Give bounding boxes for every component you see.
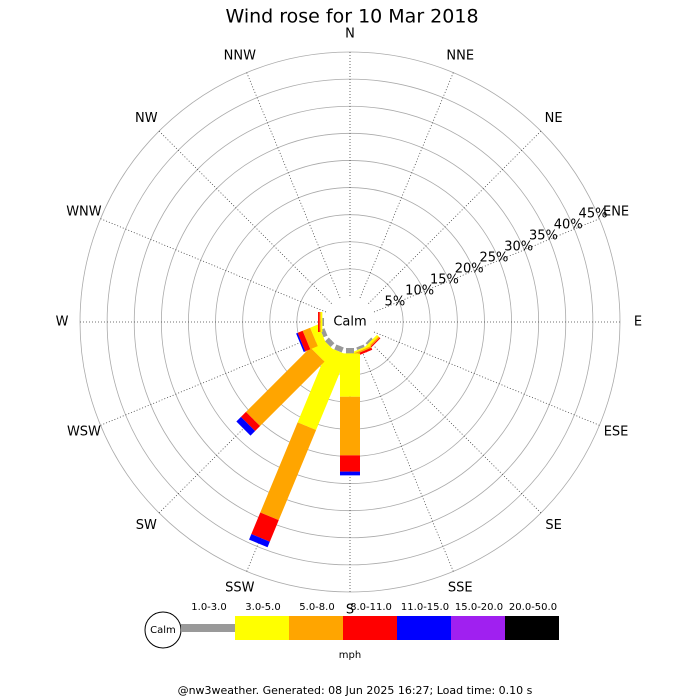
legend-swatch (289, 616, 343, 640)
spoke (373, 331, 600, 426)
bar-segment (365, 337, 373, 345)
bar-segment (356, 344, 365, 351)
direction-label: SSE (448, 581, 473, 596)
bar-segment (297, 347, 348, 430)
bar-segment (340, 353, 360, 397)
legend-label: 8.0-11.0 (350, 602, 392, 613)
bar-segment (251, 512, 279, 542)
bar-segment (310, 324, 326, 347)
r-tick-label: 35% (529, 228, 558, 243)
bar-segment (249, 534, 270, 548)
legend-label: 1.0-3.0 (191, 602, 226, 613)
legend-swatch (181, 624, 235, 632)
spoke (368, 340, 542, 514)
r-tick-label: 30% (504, 239, 533, 254)
legend-swatch (451, 616, 505, 640)
legend-swatch (235, 616, 289, 640)
bar-segment (352, 346, 372, 356)
direction-label: SE (545, 518, 561, 533)
bar-segment (245, 347, 325, 427)
legend-calm-label: Calm (150, 625, 176, 636)
legend-swatch (397, 616, 451, 640)
direction-label: S (346, 603, 354, 618)
direction-label: W (56, 315, 69, 330)
r-tick-label: 10% (405, 283, 434, 298)
legend-unit: mph (339, 650, 361, 661)
r-tick-label: 5% (385, 295, 406, 310)
legend-swatch (505, 616, 559, 640)
r-tick-label: 45% (579, 206, 608, 221)
direction-label: NW (135, 111, 158, 126)
direction-label: N (345, 27, 355, 42)
calm-label: Calm (333, 315, 366, 330)
chart-title: Wind rose for 10 Mar 2018 (225, 6, 478, 28)
direction-label: NNE (446, 48, 474, 63)
direction-label: SW (136, 518, 157, 533)
legend-label: 3.0-5.0 (245, 602, 280, 613)
r-tick-label: 15% (430, 272, 459, 287)
r-tick-label: 40% (554, 217, 583, 232)
bar-segment (319, 312, 321, 332)
bar-segment (320, 312, 323, 332)
legend-label: 20.0-50.0 (509, 602, 557, 613)
bar-segment (346, 348, 354, 354)
direction-label: E (634, 315, 642, 330)
spoke (158, 130, 332, 304)
spoke (246, 72, 341, 299)
legend-label: 5.0-8.0 (299, 602, 334, 613)
calm-circle (325, 297, 375, 347)
direction-label: NNW (224, 48, 256, 63)
r-tick-label: 25% (479, 250, 508, 265)
bar-segment (297, 330, 311, 352)
bar-segment (296, 332, 306, 352)
bar-segment (334, 344, 344, 353)
spoke (100, 218, 327, 313)
direction-label: ESE (604, 425, 629, 440)
direction-label: NE (545, 111, 563, 126)
legend-swatch (343, 616, 397, 640)
direction-label: SSW (225, 581, 255, 596)
bar-segment (322, 318, 324, 326)
footer: @nw3weather. Generated: 08 Jun 2025 16:2… (178, 684, 533, 697)
bar-segment (324, 337, 335, 348)
bar-segment (260, 422, 317, 521)
spoke (359, 72, 454, 299)
bar-segment (351, 344, 371, 354)
legend-label: 15.0-20.0 (455, 602, 503, 613)
direction-label: ENE (603, 204, 629, 219)
r-tick-label: 20% (455, 261, 484, 276)
spoke (359, 345, 454, 572)
direction-label: WNW (66, 204, 102, 219)
legend-label: 11.0-15.0 (401, 602, 449, 613)
bar-segment (236, 416, 256, 436)
bar-segment (340, 455, 360, 472)
direction-label: WSW (67, 425, 101, 440)
bar-segment (340, 396, 360, 456)
bar-segment (318, 312, 320, 332)
bar-segment (302, 327, 318, 350)
bar-segment (240, 411, 261, 432)
bar-segment (340, 471, 360, 476)
